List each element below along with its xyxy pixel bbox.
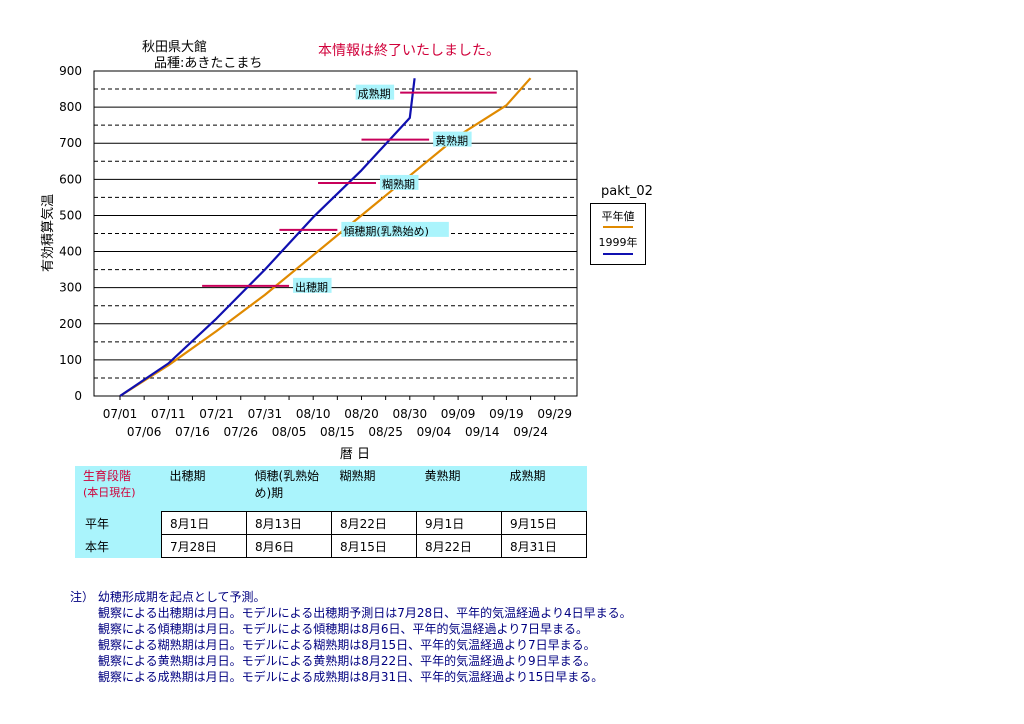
stage-label: 成熟期: [358, 87, 391, 101]
note-line: 観察による黄熟期は月日。モデルによる黄熟期は8月22日、平年的気温経過より9日早…: [98, 654, 596, 668]
x-tick-label: 08/10: [296, 407, 331, 421]
y-tick-label: 900: [59, 64, 82, 78]
y-tick-label: 500: [59, 208, 82, 222]
x-tick-label: 09/14: [465, 425, 500, 439]
x-tick-label: 07/16: [175, 425, 210, 439]
variety-label: 品種:あきたこまち: [154, 56, 263, 71]
table-row: 平年 8月1日 8月13日 8月22日 9月1日 9月15日: [75, 511, 587, 535]
notes-head: 注） 幼穂形成期を起点として予測。: [70, 590, 266, 604]
legend-line-1999: [603, 253, 633, 255]
note-line: 観察による成熟期は月日。モデルによる成熟期は8月31日、平年的気温経過より15日…: [98, 670, 604, 684]
x-tick-label: 07/31: [248, 407, 283, 421]
accumulated-temperature-chart: 0 100 200 300 400 500 600 700 800 900 07/01 07/11 07…: [40, 64, 578, 462]
end-notice: 本情報は終了いたしました。: [318, 43, 500, 59]
table-header-row: 生育段階 (本日現在) 出穂期 傾穂(乳熟始め)期 糊熟期 黄熟期 成熟期: [75, 466, 587, 512]
y-tick-label: 100: [59, 353, 82, 367]
table-corner-label: 生育段階: [83, 469, 132, 483]
table-cell: 9月15日: [501, 511, 587, 535]
stage-label-bg: [379, 174, 419, 190]
stage-label: 糊熟期: [382, 177, 415, 191]
table-cell: 8月15日: [331, 534, 417, 558]
table-cell: 8月22日: [331, 511, 417, 535]
stage-label-bg: [355, 84, 395, 100]
x-tick-label: 07/06: [127, 425, 162, 439]
table-header-cell: 黄熟期: [416, 466, 502, 512]
x-tick-label: 08/20: [344, 407, 379, 421]
x-tick-label: 08/25: [368, 425, 403, 439]
table-header-cell: 成熟期: [501, 466, 587, 512]
x-tick-label: 07/21: [199, 407, 234, 421]
location-label: 秋田県大館: [142, 40, 208, 55]
y-axis-label: 有効積算気温: [40, 194, 56, 272]
x-tick-label: 09/09: [441, 407, 476, 421]
table-row-label: 本年: [75, 534, 162, 558]
table-corner: 生育段階 (本日現在): [75, 466, 162, 512]
stage-label-bg: [433, 131, 472, 147]
y-tick-label: 800: [59, 100, 82, 114]
legend: 平年値 1999年: [590, 203, 646, 265]
y-tick-label: 700: [59, 136, 82, 150]
table-cell: 9月1日: [416, 511, 502, 535]
x-tick-label: 08/15: [320, 425, 355, 439]
note-line: 観察による傾穂期は月日。モデルによる傾穂期は8月6日、平年的気温経過より7日早ま…: [98, 622, 588, 636]
stage-label: 出穂期: [295, 280, 328, 294]
x-tick-label: 09/19: [489, 407, 524, 421]
x-tick-label: 08/30: [393, 407, 428, 421]
legend-label-normal: 平年値: [601, 210, 635, 223]
legend-line-normal: [603, 226, 633, 228]
legend-label-1999: 1999年: [598, 236, 638, 249]
legend-title: pakt_02: [601, 184, 653, 199]
table-header-cell: 出穂期: [161, 466, 247, 512]
y-tick-label: 600: [59, 172, 82, 186]
table-cell: 8月1日: [161, 511, 247, 535]
y-tick-label: 300: [59, 281, 82, 295]
series-line-1999: [119, 78, 416, 397]
notes: 注） 幼穂形成期を起点として予測。 観察による出穂期は月日。モデルによる出穂期予…: [70, 589, 632, 685]
table-corner-sub: (本日現在): [83, 486, 136, 499]
note-line: 観察による出穂期は月日。モデルによる出穂期予測日は7月28日、平年的気温経過より…: [98, 606, 632, 620]
stage-label-bg: [293, 277, 332, 293]
growth-stage-table: 生育段階 (本日現在) 出穂期 傾穂(乳熟始め)期 糊熟期 黄熟期 成熟期 平年…: [75, 466, 587, 558]
stage-label: 黄熟期: [435, 134, 468, 148]
table-header-cell: 糊熟期: [331, 466, 417, 512]
table-row-label: 平年: [75, 511, 162, 535]
stage-label: 傾穂期(乳熟始め): [343, 224, 429, 238]
x-tick-label: 07/11: [151, 407, 186, 421]
table-header-cell: 傾穂(乳熟始め)期: [246, 466, 332, 512]
table-row: 本年 7月28日 8月6日 8月15日 8月22日 8月31日: [75, 534, 587, 558]
x-tick-label: 09/04: [417, 425, 452, 439]
y-tick-label: 0: [74, 389, 82, 403]
table-cell: 7月28日: [161, 534, 247, 558]
stage-label-bg: [341, 221, 449, 237]
x-tick-label: 07/01: [103, 407, 138, 421]
x-tick-label: 09/29: [537, 407, 572, 421]
y-tick-label: 200: [59, 317, 82, 331]
table-cell: 8月22日: [416, 534, 502, 558]
series-line-normal: [119, 77, 532, 397]
table-cell: 8月31日: [501, 534, 587, 558]
note-line: 観察による糊熟期は月日。モデルによる糊熟期は8月15日、平年的気温経過より7日早…: [98, 638, 596, 652]
x-tick-label: 08/05: [272, 425, 307, 439]
x-tick-label: 09/24: [513, 425, 548, 439]
table-cell: 8月6日: [246, 534, 332, 558]
table-cell: 8月13日: [246, 511, 332, 535]
x-tick-label: 07/26: [223, 425, 258, 439]
y-tick-label: 400: [59, 245, 82, 259]
x-axis-label: 暦 日: [340, 447, 370, 462]
